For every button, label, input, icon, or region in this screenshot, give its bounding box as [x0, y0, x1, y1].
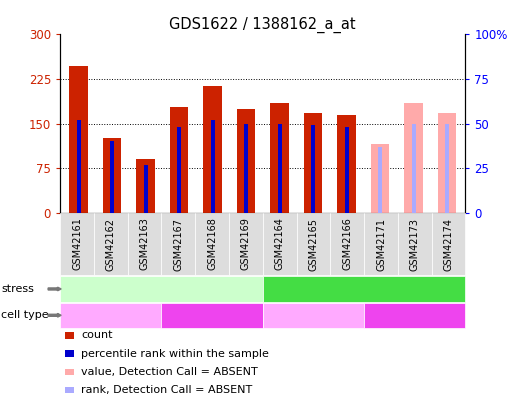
Text: rank, Detection Call = ABSENT: rank, Detection Call = ABSENT	[81, 385, 252, 395]
Text: GSM42169: GSM42169	[241, 217, 251, 271]
Bar	[270, 103, 289, 213]
Text: normal: normal	[293, 309, 334, 322]
Text: GSM42174: GSM42174	[444, 217, 453, 271]
Text: tumorigenic: tumorigenic	[177, 309, 248, 322]
Bar	[143, 164, 147, 213]
Text: GSM42164: GSM42164	[275, 217, 285, 271]
Bar	[378, 147, 382, 213]
Bar	[110, 141, 114, 213]
Bar	[70, 66, 88, 213]
Text: GSM42163: GSM42163	[140, 217, 150, 271]
Bar	[445, 124, 449, 213]
Text: control: control	[141, 282, 182, 296]
Bar	[311, 125, 315, 213]
Title: GDS1622 / 1388162_a_at: GDS1622 / 1388162_a_at	[169, 17, 356, 33]
Text: GSM42166: GSM42166	[342, 217, 353, 271]
Bar	[438, 113, 456, 213]
Text: count: count	[81, 330, 112, 340]
Text: GSM42161: GSM42161	[72, 217, 82, 271]
Bar	[371, 144, 389, 213]
Text: value, Detection Call = ABSENT: value, Detection Call = ABSENT	[81, 367, 258, 377]
Bar	[170, 107, 188, 213]
Bar	[177, 127, 181, 213]
Bar	[412, 124, 416, 213]
Text: GSM42167: GSM42167	[173, 217, 184, 271]
Bar	[211, 120, 214, 213]
Bar	[237, 109, 255, 213]
Text: GSM42165: GSM42165	[309, 217, 319, 271]
Bar	[278, 124, 281, 213]
Bar	[244, 124, 248, 213]
Text: GSM42171: GSM42171	[376, 217, 386, 271]
Bar	[337, 115, 356, 213]
Text: percentile rank within the sample: percentile rank within the sample	[81, 349, 269, 358]
Text: tumorigenic: tumorigenic	[379, 309, 450, 322]
Bar	[404, 103, 423, 213]
Text: GSM42173: GSM42173	[410, 217, 420, 271]
Text: GSM42162: GSM42162	[106, 217, 116, 271]
Bar	[203, 86, 222, 213]
Bar	[304, 113, 322, 213]
Text: GSM42168: GSM42168	[207, 217, 217, 271]
Bar	[76, 120, 81, 213]
Text: cell type: cell type	[1, 310, 49, 320]
Bar	[345, 127, 348, 213]
Bar	[103, 139, 121, 213]
Text: normal: normal	[90, 309, 132, 322]
Text: stress: stress	[1, 284, 34, 294]
Text: arginine deprivation: arginine deprivation	[304, 282, 424, 296]
Bar	[137, 159, 155, 213]
